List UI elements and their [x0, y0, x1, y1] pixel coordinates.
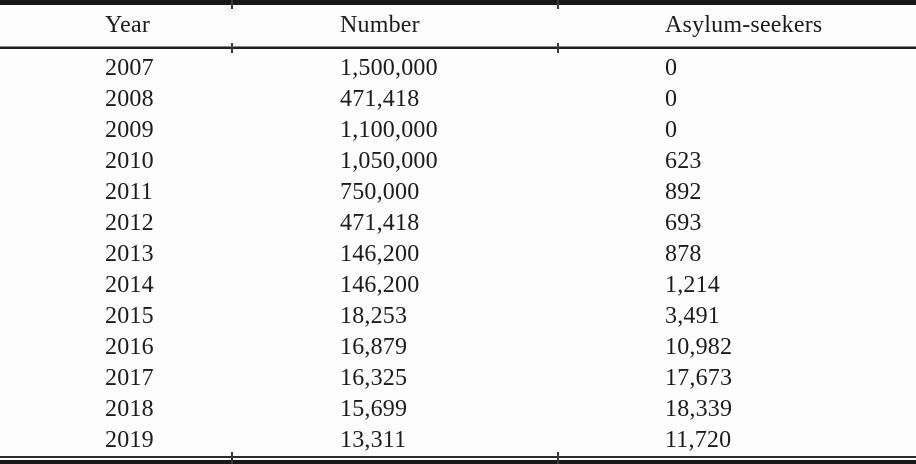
table-row: 2010 1,050,000 623	[0, 146, 916, 177]
cell-asylum-seekers: 3,491	[665, 303, 720, 329]
table-header-rule	[0, 46, 916, 49]
cell-asylum-seekers: 623	[665, 148, 702, 174]
cell-number: 146,200	[340, 241, 420, 267]
cell-asylum-seekers: 18,339	[665, 396, 733, 422]
table-row: 2013 146,200 878	[0, 239, 916, 270]
table-row: 2018 15,699 18,339	[0, 394, 916, 425]
column-header-year: Year	[105, 12, 151, 38]
column-divider-tick	[231, 43, 233, 53]
cell-number: 1,100,000	[340, 117, 438, 143]
cell-year: 2007	[105, 55, 154, 81]
table-row: 2007 1,500,000 0	[0, 53, 916, 84]
table-row: 2009 1,100,000 0	[0, 115, 916, 146]
cell-year: 2015	[105, 303, 154, 329]
cell-asylum-seekers: 11,720	[665, 427, 732, 453]
table-row: 2014 146,200 1,214	[0, 270, 916, 301]
cell-year: 2011	[105, 179, 153, 205]
column-divider-tick	[231, 452, 233, 464]
table-row: 2011 750,000 892	[0, 177, 916, 208]
table-row: 2008 471,418 0	[0, 84, 916, 115]
cell-number: 16,325	[340, 365, 408, 391]
cell-year: 2013	[105, 241, 154, 267]
table-bottom-rule-thin	[0, 456, 916, 458]
cell-asylum-seekers: 0	[665, 55, 678, 81]
table-top-rule	[0, 0, 916, 5]
cell-asylum-seekers: 0	[665, 86, 678, 112]
cell-year: 2016	[105, 334, 154, 360]
cell-number: 471,418	[340, 86, 420, 112]
table-header-row: Year Number Asylum-seekers	[0, 5, 916, 46]
column-divider-tick	[557, 43, 559, 53]
table-row: 2012 471,418 693	[0, 208, 916, 239]
table-bottom-rule-thick	[0, 460, 916, 464]
cell-number: 471,418	[340, 210, 420, 236]
cell-number: 1,500,000	[340, 55, 438, 81]
cell-asylum-seekers: 1,214	[665, 272, 720, 298]
cell-number: 18,253	[340, 303, 408, 329]
cell-number: 1,050,000	[340, 148, 438, 174]
cell-number: 15,699	[340, 396, 408, 422]
cell-number: 16,879	[340, 334, 408, 360]
cell-number: 750,000	[340, 179, 420, 205]
cell-year: 2014	[105, 272, 154, 298]
cell-asylum-seekers: 10,982	[665, 334, 733, 360]
cell-asylum-seekers: 693	[665, 210, 702, 236]
cell-year: 2018	[105, 396, 154, 422]
cell-asylum-seekers: 17,673	[665, 365, 733, 391]
column-divider-tick	[557, 452, 559, 464]
table-body: 2007 1,500,000 0 2008 471,418 0 2009 1,100,000 0…	[0, 49, 916, 456]
cell-year: 2009	[105, 117, 154, 143]
column-divider-tick	[557, 0, 559, 9]
cell-year: 2008	[105, 86, 154, 112]
table-row: 2016 16,879 10,982	[0, 332, 916, 363]
column-header-asylum-seekers: Asylum-seekers	[665, 12, 823, 38]
table-row: 2019 13,311 11,720	[0, 425, 916, 456]
cell-asylum-seekers: 0	[665, 117, 678, 143]
cell-year: 2019	[105, 427, 154, 453]
cell-number: 146,200	[340, 272, 420, 298]
cell-year: 2012	[105, 210, 154, 236]
table-row: 2015 18,253 3,491	[0, 301, 916, 332]
cell-asylum-seekers: 892	[665, 179, 702, 205]
table-row: 2017 16,325 17,673	[0, 363, 916, 394]
cell-number: 13,311	[340, 427, 407, 453]
cell-year: 2010	[105, 148, 154, 174]
cell-asylum-seekers: 878	[665, 241, 702, 267]
cell-year: 2017	[105, 365, 154, 391]
column-divider-tick	[231, 0, 233, 9]
column-header-number: Number	[340, 12, 420, 38]
